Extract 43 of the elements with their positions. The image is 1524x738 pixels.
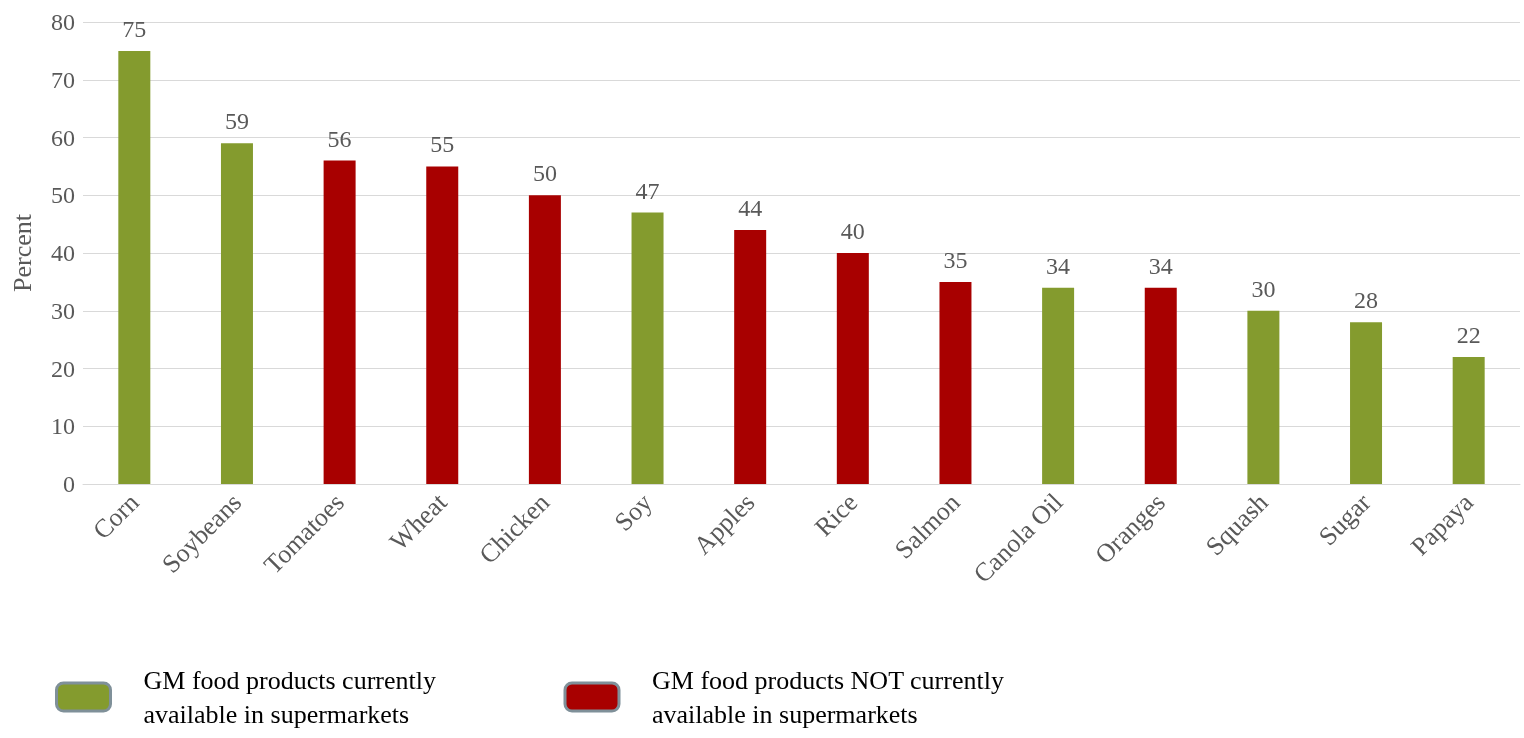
bar [1452, 356, 1485, 484]
bar [939, 281, 972, 484]
y-tick-label: 60 [51, 124, 75, 151]
data-label: 22 [1456, 321, 1481, 348]
bar [836, 253, 869, 484]
x-tick-label: Corn [87, 487, 145, 545]
data-label: 28 [1354, 287, 1379, 314]
bar [734, 229, 767, 484]
y-tick-label: 0 [63, 471, 75, 497]
y-tick-label: 20 [51, 355, 75, 382]
data-label: 47 [635, 177, 660, 204]
bar [1247, 310, 1280, 484]
bar [631, 212, 664, 484]
data-label: 55 [430, 131, 455, 158]
x-tick-label: Rice [808, 487, 864, 542]
y-tick-label: 30 [51, 297, 75, 324]
data-label: 34 [1046, 252, 1071, 279]
data-label: 59 [224, 108, 249, 135]
y-tick-label: 70 [51, 66, 75, 93]
bar [528, 195, 561, 484]
y-tick-label: 10 [51, 413, 75, 440]
bar [1144, 287, 1177, 484]
data-label: 44 [738, 194, 763, 221]
legend-label: GM food products currently available in supermarkets [143, 665, 443, 729]
y-tick-label: 80 [51, 9, 75, 35]
y-tick-label: 50 [51, 182, 75, 209]
legend-label: GM food products NOT currently available in supermarkets [652, 665, 1011, 729]
bar [1350, 322, 1383, 484]
data-label: 40 [840, 218, 865, 244]
data-label: 35 [943, 246, 968, 273]
bar [1042, 287, 1075, 484]
y-axis-title: Percent [7, 213, 37, 292]
x-tick-label: Soy [608, 487, 658, 537]
bar [220, 143, 253, 484]
bar [323, 160, 356, 484]
data-label: 75 [122, 15, 147, 42]
data-label: 34 [1148, 252, 1173, 279]
data-label: 50 [532, 160, 557, 187]
y-tick-label: 40 [51, 240, 75, 266]
bar [426, 166, 459, 484]
data-label: 30 [1251, 275, 1276, 302]
bar [118, 50, 151, 484]
data-label: 56 [327, 125, 352, 152]
